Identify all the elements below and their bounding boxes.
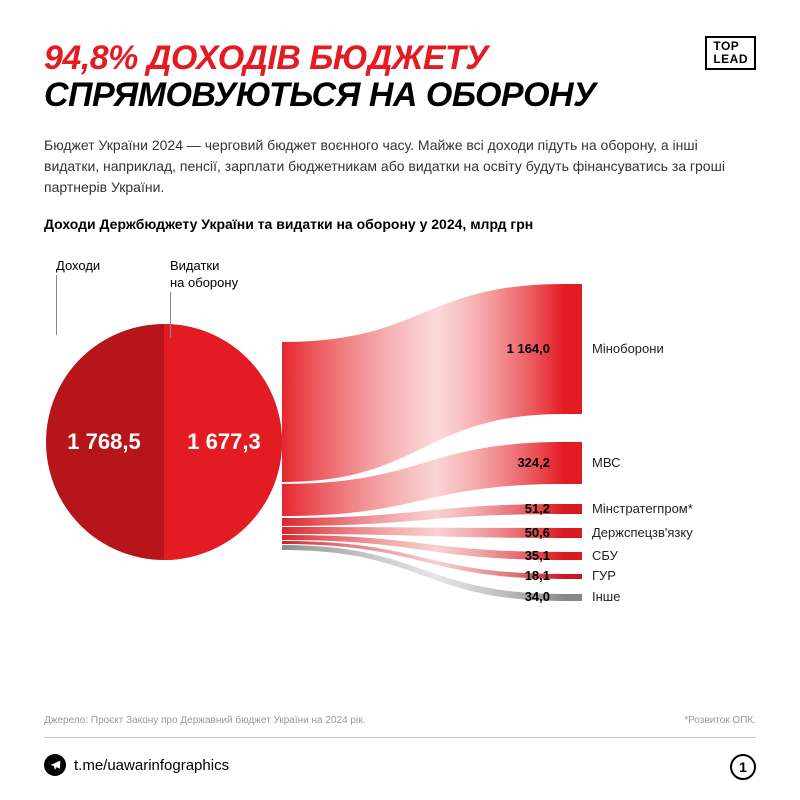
footer-link[interactable]: t.me/uawarinfographics: [44, 754, 229, 776]
logo-line2: LEAD: [713, 53, 748, 66]
chart-title: Доходи Держбюджету України та видатки на…: [44, 216, 756, 232]
column-label: Видаткина оборону: [170, 258, 238, 292]
source-note: Джерело: Проєкт Закону про Державний бюд…: [44, 715, 365, 726]
dest-value: 34,0: [44, 589, 550, 604]
subtitle-text: Бюджет України 2024 — черговий бюджет во…: [44, 135, 744, 198]
footer-link-text: t.me/uawarinfographics: [74, 757, 229, 774]
page-title: 94,8% ДОХОДІВ БЮДЖЕТУ СПРЯМОВУЮТЬСЯ НА О…: [44, 40, 756, 115]
sankey-svg: [44, 252, 756, 622]
title-highlight: 94,8% ДОХОДІВ БЮДЖЕТУ: [44, 39, 488, 77]
page-number: 1: [730, 754, 756, 780]
dest-label: Інше: [592, 589, 620, 604]
footer-divider: [44, 737, 756, 738]
circle-value: 1 677,3: [187, 429, 260, 455]
brand-logo: TOP LEAD: [705, 36, 756, 70]
sankey-chart: 1 768,5 1 677,3 Доходи Видаткина оборону 1 1…: [44, 252, 756, 622]
dest-label: ГУР: [592, 568, 616, 583]
dest-label: МВС: [592, 455, 620, 470]
dest-label: Мінстратегпром*: [592, 501, 693, 516]
title-rest: СПРЯМОВУЮТЬСЯ НА ОБОРОНУ: [44, 76, 596, 114]
circle-value: 1 768,5: [67, 429, 140, 455]
dest-value: 51,2: [44, 501, 550, 516]
dest-value: 35,1: [44, 548, 550, 563]
column-label: Доходи: [56, 258, 100, 275]
dest-label: Держспецзв'язку: [592, 525, 693, 540]
asterisk-note: *Розвиток ОПК.: [684, 715, 756, 726]
telegram-icon: [44, 754, 66, 776]
dest-value: 50,6: [44, 525, 550, 540]
dest-value: 1 164,0: [44, 341, 550, 356]
dest-value: 18,1: [44, 568, 550, 583]
dest-label: Міноборони: [592, 341, 664, 356]
dest-label: СБУ: [592, 548, 618, 563]
dest-value: 324,2: [44, 455, 550, 470]
